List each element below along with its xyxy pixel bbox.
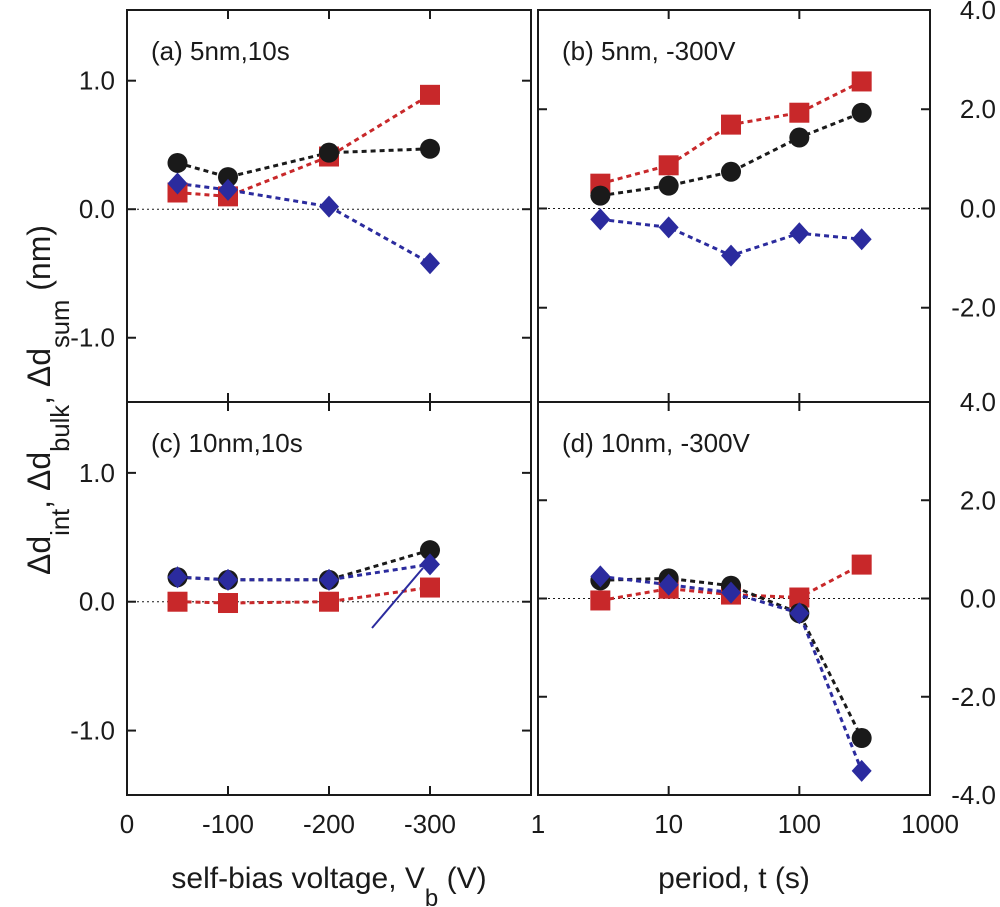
label-text: Δd [21, 536, 57, 575]
series-line [177, 586, 431, 605]
series-line [600, 111, 863, 198]
marker [420, 540, 440, 561]
marker [420, 84, 440, 105]
marker [590, 185, 611, 206]
label-text: (nm) [21, 225, 57, 300]
marker [218, 568, 238, 591]
x-axis-label: self-bias voltage, Vb (V) [171, 862, 486, 907]
y-tick-label: -4.0 [951, 780, 996, 810]
marker [789, 587, 810, 608]
y-tick-label: 2.0 [960, 94, 996, 124]
panel-label: (d) 10nm, -300V [562, 428, 751, 458]
marker [658, 573, 679, 596]
y-tick-label: 0.0 [79, 194, 115, 224]
marker [218, 167, 238, 188]
marker [721, 244, 742, 267]
y-tick-label: 1.0 [79, 66, 115, 96]
y-tick-label: -1.0 [70, 323, 115, 353]
marker [851, 71, 872, 92]
panel-label: (a) 5nm,10s [151, 36, 290, 66]
marker [590, 590, 611, 611]
y-tick-label: 0.0 [960, 584, 996, 614]
label-text: , Δd [21, 452, 57, 509]
marker [167, 172, 188, 195]
marker [167, 152, 188, 173]
y-tick-label: 4.0 [960, 0, 996, 25]
marker [789, 602, 810, 625]
y-tick-label: -2.0 [951, 682, 996, 712]
y-tick-label: 0.0 [960, 193, 996, 223]
marker [851, 102, 872, 123]
plot-frame [537, 9, 931, 403]
marker [319, 591, 339, 612]
x-tick-label: -200 [303, 809, 355, 839]
label-text: self-bias voltage, V [171, 862, 424, 895]
marker [420, 252, 440, 275]
marker [851, 759, 872, 782]
x-tick-label: -100 [202, 809, 254, 839]
series-line [600, 563, 863, 602]
subscript: int [47, 509, 75, 536]
x-tick-label: 100 [778, 809, 821, 839]
x-tick-label: 1000 [901, 809, 959, 839]
marker [218, 178, 238, 201]
marker [851, 728, 872, 749]
panel-label: (b) 5nm, -300V [562, 36, 736, 66]
marker [420, 553, 440, 576]
marker [218, 593, 238, 614]
series-line [177, 93, 431, 198]
label-text: (V) [438, 862, 486, 895]
marker [851, 228, 872, 251]
marker [789, 127, 810, 148]
y-tick-label: 4.0 [960, 387, 996, 417]
marker [319, 568, 339, 591]
series-line [600, 574, 864, 772]
label-text: , Δd [21, 348, 57, 405]
x-tick-label: 1 [531, 809, 545, 839]
marker [420, 577, 440, 598]
series-line [177, 562, 431, 582]
series-line [177, 548, 431, 582]
marker [167, 566, 188, 589]
y-tick-label: 0.0 [79, 587, 115, 617]
y-tick-label: -2.0 [951, 293, 996, 323]
marker [721, 581, 742, 604]
marker [319, 195, 339, 218]
marker [721, 114, 742, 135]
y-axis-label: Δdint, Δdbulk, Δdsum (nm) [21, 225, 75, 575]
x-tick-label: 10 [654, 809, 683, 839]
series-line [600, 576, 864, 739]
marker [590, 208, 611, 231]
y-tick-label: 2.0 [960, 485, 996, 515]
series-line [177, 147, 431, 179]
marker [721, 161, 742, 182]
marker [789, 102, 810, 123]
label-text: period, t (s) [658, 862, 810, 895]
series-line [177, 182, 431, 265]
x-axis-label: period, t (s) [658, 862, 810, 895]
marker [167, 591, 188, 612]
subscript: sum [47, 300, 75, 348]
subscript: bulk [47, 405, 75, 452]
marker [851, 554, 872, 575]
y-tick-label: -1.0 [70, 716, 115, 746]
marker [590, 565, 611, 588]
x-tick-label: -300 [404, 809, 456, 839]
subscript: b [425, 885, 438, 907]
marker [658, 155, 679, 176]
marker [658, 175, 679, 196]
marker [319, 142, 339, 163]
marker [420, 138, 440, 159]
marker [789, 222, 810, 245]
x-tick-label: 0 [120, 809, 134, 839]
annotation-arrow [371, 567, 424, 629]
marker [658, 216, 679, 239]
panel-label: (c) 10nm,10s [151, 428, 303, 458]
y-tick-label: 1.0 [79, 458, 115, 488]
